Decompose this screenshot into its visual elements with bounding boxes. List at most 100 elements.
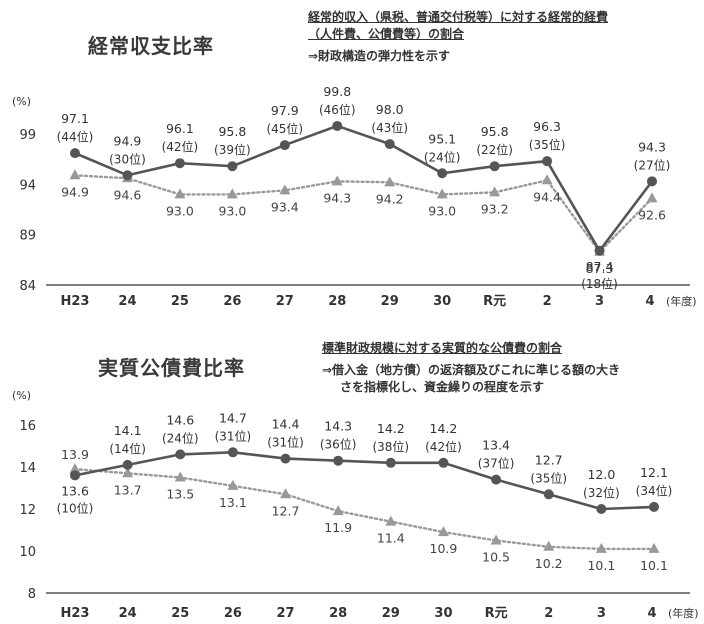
chart1-series-secondary-point [331,175,343,186]
chart2-series-primary-value-label: 14.2 [377,421,405,436]
chart2-x-tick-label: R元 [485,606,508,621]
chart1-series-primary-rank-label: (46位) [319,102,356,117]
chart1-y-tick-label: 89 [19,229,36,244]
chart1-x-tick-label: R元 [483,294,506,309]
chart2-y-tick-label: 8 [28,587,36,602]
chart1-series-primary-value-label: 95.8 [218,124,246,139]
chart1-x-tick-label: 27 [276,294,294,309]
chart2-y-tick-label: 14 [19,461,36,476]
chart2-series-primary-value-label: 12.0 [587,467,615,482]
chart1-series-secondary-line [73,174,654,254]
chart1-series-primary-rank-label: (43位) [371,120,408,135]
chart2-x-tick-label: 25 [171,606,189,621]
chart2-series-secondary-point [227,479,239,490]
chart2-x-tick-label: 28 [329,606,347,621]
chart1-description-line-3: ⇒財政構造の弾力性を示す [308,49,451,63]
chart1-x-tick-label: 28 [328,294,346,309]
chart1-x-tick-label: 4 [645,294,654,309]
chart2-series-primary-point [70,470,80,481]
chart1-series-primary-rank-label: (39位) [214,142,251,157]
chart1-x-tick-label: 2 [543,294,552,309]
chart1-series-secondary-value-label: 94.2 [376,191,404,206]
chart2-series-secondary-value-label: 13.1 [219,495,247,510]
chart2-series-primary-point [438,457,449,468]
chart1-series-primary-point [227,161,238,172]
chart2-description-line-1: 標準財政規模に対する実質的な公債費の割合 [322,341,563,355]
chart1-series-secondary-value-label: 92.6 [638,207,666,222]
chart1-series-secondary-point [646,192,658,203]
chart2-series-secondary-value-label: 12.7 [272,503,300,518]
chart2-series-secondary-value-label: 11.4 [377,531,405,546]
chart2-description-line-2: ⇒借入金（地方債）の返済額及びこれに準じる額の大き [322,363,621,377]
chart2-series-primary-value-label: 13.4 [482,438,510,453]
chart1-series-primary-point [384,139,395,150]
chart1-series-primary-point [542,156,553,167]
chart1-x-axis-label: (年度) [666,294,697,308]
chart2-x-tick-label: 24 [119,606,137,621]
chart1-series-secondary-point [489,186,501,197]
chart1-description-line-1: 経常的収入（県税、普通交付税等）に対する経常的経費 [308,10,609,24]
chart2-series-primary-value-label: 14.4 [272,417,300,432]
chart2-x-tick-label: 29 [382,606,400,621]
chart1-series-primary-point [647,176,657,187]
chart1-series-primary-point [279,140,290,151]
chart2-series-primary-point [333,455,344,466]
chart2-series-secondary-value-label: 11.9 [324,520,352,535]
chart1-series-primary-rank-label: (18位) [581,276,618,291]
chart2-series-primary-point [385,457,396,468]
chart1-x-tick-label: 25 [171,294,189,309]
chart2-x-tick-label: 27 [276,606,294,621]
chart2-series-secondary-point [595,542,607,553]
chart2-series-secondary-value-label: 13.9 [61,447,89,462]
chart2-x-tick-label: 26 [224,606,242,621]
chart1-series-secondary-point [436,188,448,199]
chart2-series-primary-rank-label: (10位) [57,500,94,515]
chart1-series-secondary-value-label: 94.3 [323,190,351,205]
chart2-series-primary-rank-label: (24位) [162,430,199,445]
chart2-series-primary-point [543,489,554,500]
chart2-series-primary-point [596,504,607,514]
chart2-series-primary-value-label: 14.3 [324,419,352,434]
chart2-series-primary-rank-label: (37位) [478,456,515,471]
chart1-series-secondary-point [69,169,81,180]
chart1-series-secondary-value-label: 94.6 [114,187,142,202]
chart1-series-secondary-point [279,184,291,195]
chart2-series-primary-value-label: 14.2 [430,421,458,436]
chart2-y-axis-label: (%) [12,389,31,402]
chart2-series-primary-rank-label: (32位) [583,485,620,500]
chart2-description-line-3: さを指標化し、資金繰りの程度を示す [340,380,545,394]
chart2-series-secondary-value-label: 13.7 [114,482,142,497]
chart2-title: 実質公債費比率 [98,356,245,380]
chart1-series-primary-value-label: 98.0 [376,102,404,117]
chart2-series-primary-value-label: 14.6 [166,412,194,427]
chart1-series-secondary-point [384,176,396,187]
chart1-series-primary-point [489,161,500,172]
chart1-series-primary-rank-label: (42位) [162,139,199,154]
chart1-series-primary-rank-label: (30位) [109,151,146,166]
chart1-series-secondary-value-label: 93.0 [218,203,246,218]
chart2-series-secondary-value-label: 10.1 [640,558,668,573]
chart1-title: 経常収支比率 [88,34,214,58]
chart2-series-primary-point [227,447,238,458]
chart2-series-primary-rank-label: (34位) [636,483,673,498]
chart2-series-primary-rank-label: (31位) [267,435,304,450]
chart1-series-primary-point [437,168,448,179]
chart1-series-primary-point [70,148,80,159]
chart1-series-primary-rank-label: (35位) [529,137,566,152]
chart2-series-primary-value-label: 12.1 [640,465,668,480]
chart2-series-primary-rank-label: (42位) [425,439,462,454]
chart1-series-primary-value-label: 99.8 [323,84,351,99]
chart2-series-secondary-point [69,463,81,474]
chart1-series-primary-value-label: 94.3 [638,139,666,154]
chart2-y-tick-label: 10 [19,545,36,560]
chart2-series-primary-rank-label: (31位) [215,428,252,443]
chart1-series-primary-rank-label: (27位) [634,157,671,172]
chart1-series-primary-point [122,170,133,181]
chart1-series-primary-rank-label: (45位) [266,121,303,136]
chart2-x-tick-label: H23 [61,606,90,621]
chart1-y-axis-label: (%) [12,95,31,108]
chart2-series-primary-value-label: 14.1 [114,423,142,438]
chart1-series-primary-value-label: 95.8 [481,124,509,139]
chart2-series-primary-line [74,450,655,511]
